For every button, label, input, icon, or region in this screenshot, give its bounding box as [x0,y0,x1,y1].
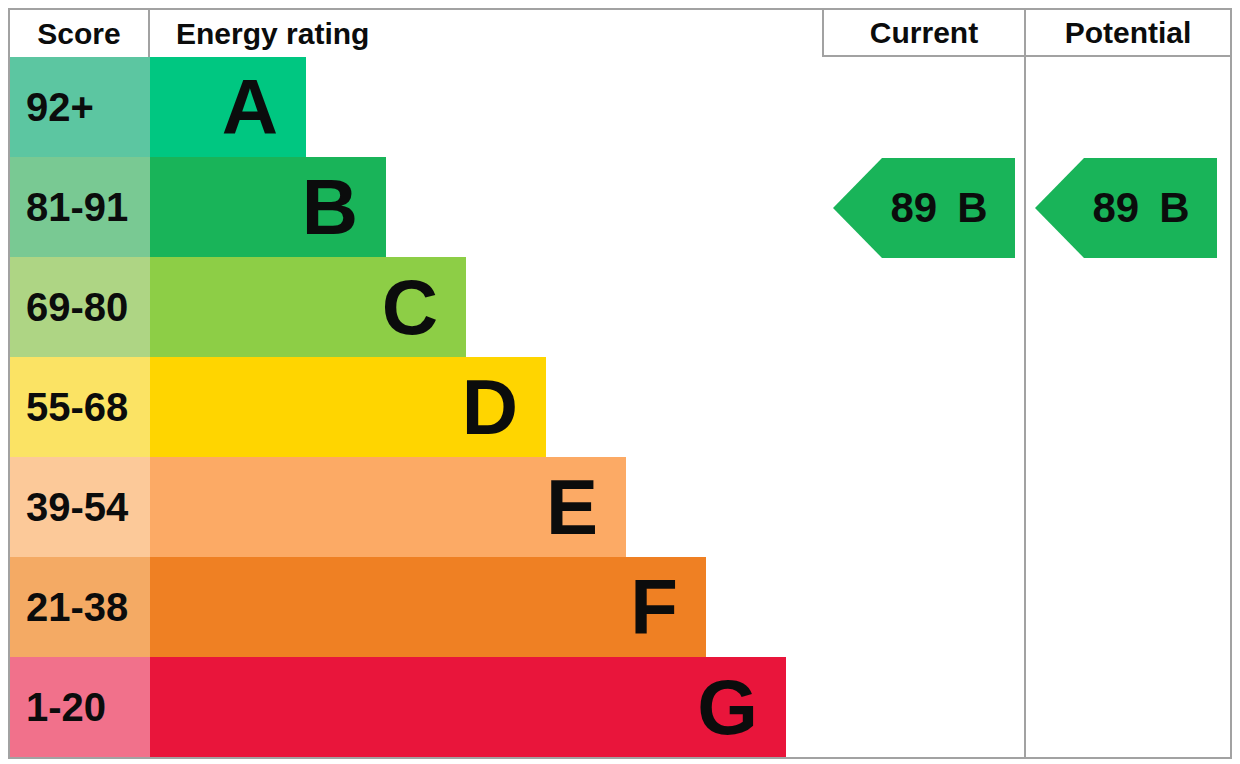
score-range-d: 55-68 [10,357,150,457]
potential-score-value: 89 [1092,187,1139,229]
band-row-e: E [150,457,824,557]
current-rating-arrow: 89 B [833,158,1015,258]
potential-rating-cell: 89 B [1026,57,1230,757]
band-bar-a: A [150,57,306,157]
score-range-f: 21-38 [10,557,150,657]
band-letter-f: F [630,568,678,646]
band-row-c: C [150,257,824,357]
score-range-g: 1-20 [10,657,150,757]
epc-rating-chart: Score Energy rating Current Potential 89… [8,8,1232,759]
band-letter-g: G [697,668,758,746]
score-range-e: 39-54 [10,457,150,557]
band-letter-c: C [382,268,438,346]
band-bar-b: B [150,157,386,257]
band-letter-e: E [546,468,598,546]
potential-column-header: Potential [1026,10,1230,57]
band-bar-g: G [150,657,786,757]
band-letter-b: B [302,168,358,246]
current-grade-letter: B [957,187,987,229]
band-row-b: B [150,157,824,257]
band-row-a: A [150,57,824,157]
score-column-header: Score [10,10,150,57]
energy-rating-column-header: Energy rating [150,10,824,57]
band-letter-a: A [222,68,278,146]
score-range-a: 92+ [10,57,150,157]
band-bar-e: E [150,457,626,557]
current-rating-cell: 89 B [824,57,1026,757]
band-row-d: D [150,357,824,457]
band-letter-d: D [462,368,518,446]
potential-rating-arrow: 89 B [1035,158,1217,258]
band-row-f: F [150,557,824,657]
band-bar-f: F [150,557,706,657]
potential-grade-letter: B [1159,187,1189,229]
score-range-b: 81-91 [10,157,150,257]
band-bar-c: C [150,257,466,357]
current-column-header: Current [824,10,1026,57]
current-score-value: 89 [890,187,937,229]
band-bar-d: D [150,357,546,457]
score-range-c: 69-80 [10,257,150,357]
band-row-g: G [150,657,824,757]
